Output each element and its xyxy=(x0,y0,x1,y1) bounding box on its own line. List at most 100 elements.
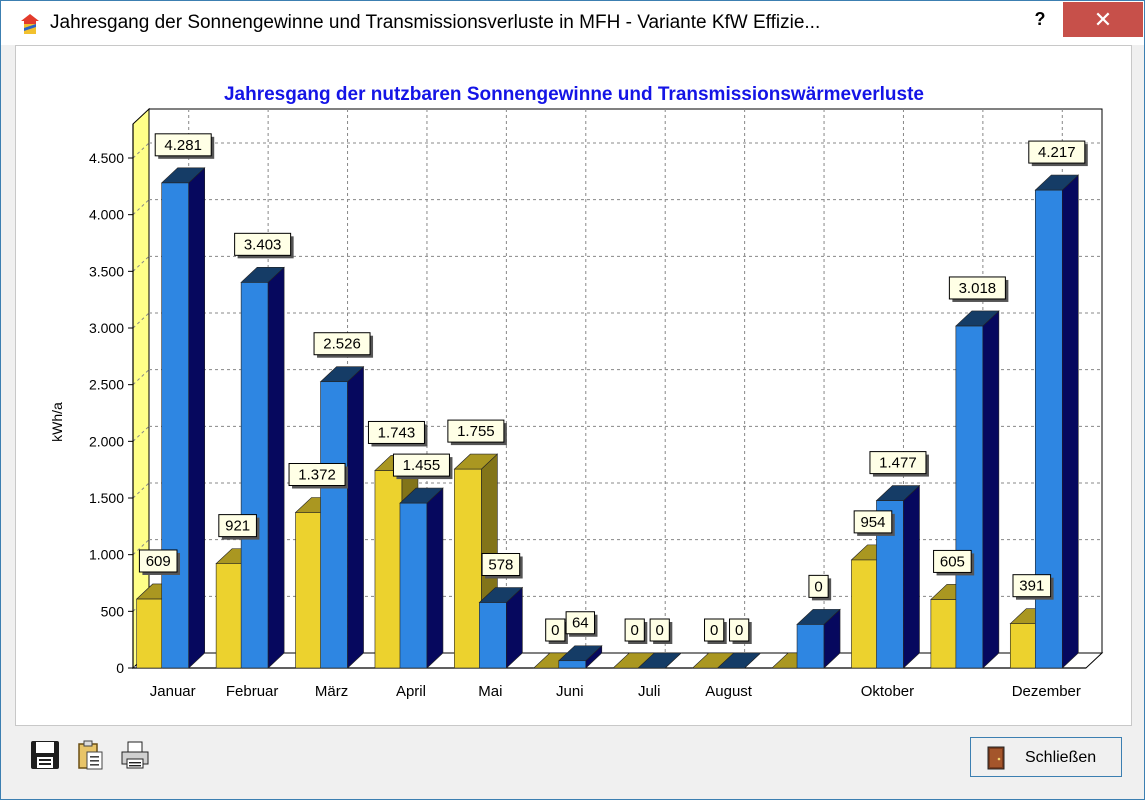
bar-transmission-loss xyxy=(160,167,206,669)
svg-text:2.526: 2.526 xyxy=(323,336,361,353)
x-tick-label: Oktober xyxy=(861,683,914,700)
data-label: 1.743 xyxy=(367,420,428,447)
svg-text:1.372: 1.372 xyxy=(298,467,336,484)
svg-text:0: 0 xyxy=(814,578,822,595)
y-gridline-side xyxy=(132,425,150,442)
clipboard-icon[interactable] xyxy=(74,739,106,771)
svg-text:1.477: 1.477 xyxy=(879,455,917,472)
data-label: 0 xyxy=(545,618,568,644)
print-icon[interactable] xyxy=(119,739,151,771)
y-gridline-side xyxy=(132,482,150,499)
y-tick-label: 2.500 xyxy=(89,377,124,393)
svg-text:0: 0 xyxy=(631,622,639,639)
left-wall xyxy=(132,107,150,670)
svg-text:0: 0 xyxy=(551,622,559,639)
data-labels: 609 4.281 921 3.403 1.372 2.526 1.743 1.455 1.75… xyxy=(138,133,1088,644)
data-label: 4.281 xyxy=(154,133,215,159)
y-tick-label: 1.500 xyxy=(89,490,124,506)
x-tick-label: April xyxy=(396,683,426,700)
data-label: 3.403 xyxy=(234,232,294,259)
svg-text:0: 0 xyxy=(656,622,664,639)
bar-transmission-loss xyxy=(796,608,841,669)
data-label: 0 xyxy=(649,618,673,644)
x-tick-label: Juli xyxy=(638,683,661,700)
svg-text:578: 578 xyxy=(488,556,513,573)
y-tick-label: 3.000 xyxy=(89,320,124,336)
data-label: 3.018 xyxy=(948,276,1009,302)
bar-transmission-loss xyxy=(955,310,1000,669)
data-label: 605 xyxy=(933,549,975,576)
y-gridline-side xyxy=(132,369,150,386)
data-label: 578 xyxy=(481,552,523,579)
close-icon: ✕ xyxy=(1093,7,1113,32)
bar-transmission-loss xyxy=(240,266,285,669)
x-tick-label: August xyxy=(705,683,753,700)
y-tick-label: 1.000 xyxy=(89,547,124,563)
app-icon xyxy=(21,14,39,34)
data-label: 954 xyxy=(853,510,895,536)
y-tick-label: 3.500 xyxy=(89,263,124,279)
data-label: 921 xyxy=(218,514,260,540)
data-label: 609 xyxy=(138,549,181,575)
data-label: 0 xyxy=(624,618,648,644)
svg-text:921: 921 xyxy=(225,518,250,535)
svg-text:609: 609 xyxy=(146,553,171,570)
svg-text:0: 0 xyxy=(735,622,743,639)
bottom-toolbar: Schließen xyxy=(1,727,1144,799)
x-tick-label: Mai xyxy=(478,683,502,700)
help-button[interactable]: ? xyxy=(1034,9,1046,29)
window-title: Jahresgang der Sonnengewinne und Transmi… xyxy=(50,12,821,33)
svg-text:954: 954 xyxy=(860,514,885,531)
y-gridline-side xyxy=(132,199,150,216)
data-label: 0 xyxy=(704,618,727,644)
y-gridline-side xyxy=(132,312,150,329)
data-label: 1.755 xyxy=(447,419,507,446)
svg-text:3.403: 3.403 xyxy=(244,236,282,253)
data-label: 4.217 xyxy=(1028,140,1088,167)
svg-text:0: 0 xyxy=(710,622,718,639)
data-label: 1.372 xyxy=(288,463,349,489)
chart-panel: 0 500 1.000 1.500 2.000 2.500 3.000 3.500 4.000 4… xyxy=(15,45,1132,726)
x-tick-label: Februar xyxy=(226,683,279,700)
y-tick-label: 2.000 xyxy=(89,433,124,449)
y-tick-label: 4.000 xyxy=(89,207,124,223)
svg-text:605: 605 xyxy=(940,553,965,570)
x-tick-label: Januar xyxy=(150,683,196,700)
y-gridline-side xyxy=(132,539,150,556)
title-bar: Jahresgang der Sonnengewinne und Transmi… xyxy=(1,1,1144,45)
y-gridline-side xyxy=(132,255,150,272)
bar-transmission-loss xyxy=(399,487,444,669)
data-label: 0 xyxy=(729,618,752,644)
svg-text:1.455: 1.455 xyxy=(403,457,441,474)
svg-text:1.755: 1.755 xyxy=(457,423,495,440)
data-label: 64 xyxy=(565,611,598,637)
data-label: 391 xyxy=(1012,574,1054,600)
door-icon xyxy=(987,746,1005,770)
window-close-button[interactable]: ✕ xyxy=(1063,2,1143,37)
data-label: 0 xyxy=(808,574,832,601)
close-dialog-label: Schließen xyxy=(1025,749,1097,766)
bar-transmission-loss xyxy=(716,652,762,669)
save-icon[interactable] xyxy=(29,739,61,771)
y-axis-label: kWh/a xyxy=(49,402,65,442)
bar-transmission-loss xyxy=(637,652,682,669)
bar-transmission-loss xyxy=(478,586,524,669)
svg-text:3.018: 3.018 xyxy=(959,280,997,297)
bar-transmission-loss xyxy=(558,645,603,669)
y-tick-label: 0 xyxy=(116,660,124,676)
y-gridline-side xyxy=(132,142,150,159)
svg-text:4.281: 4.281 xyxy=(164,137,202,154)
bar-transmission-loss xyxy=(319,366,365,669)
svg-text:391: 391 xyxy=(1019,578,1044,595)
x-tick-label: März xyxy=(315,683,348,700)
data-label: 2.526 xyxy=(313,332,374,358)
svg-text:64: 64 xyxy=(572,615,589,632)
axes: 0 500 1.000 1.500 2.000 2.500 3.000 3.500 4.000 4… xyxy=(89,124,1086,700)
chart-title: Jahresgang der nutzbaren Sonnengewinne u… xyxy=(224,84,924,105)
close-dialog-button[interactable]: Schließen xyxy=(970,737,1122,777)
data-label: 1.455 xyxy=(392,453,453,480)
x-tick-label: Dezember xyxy=(1012,683,1081,700)
svg-text:1.743: 1.743 xyxy=(378,424,416,441)
y-tick-label: 500 xyxy=(101,603,125,619)
